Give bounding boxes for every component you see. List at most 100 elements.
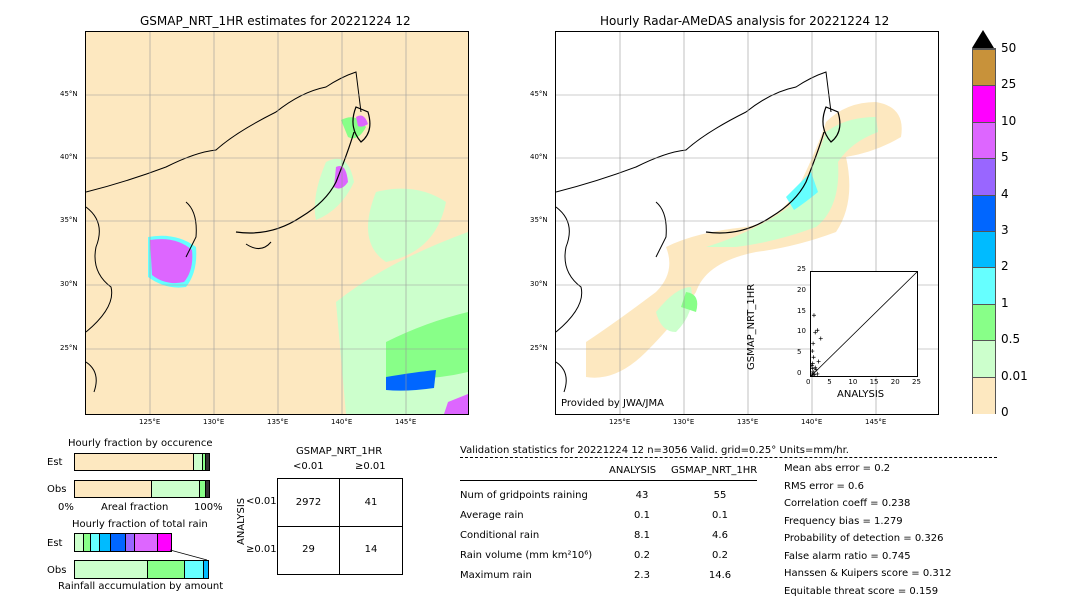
occ-x-label: Areal fraction (101, 502, 169, 513)
right-lon-label: 130°E (673, 418, 695, 426)
scatter-point (815, 371, 820, 376)
colorbar-label: 3 (1001, 223, 1009, 237)
occurrence-segment (200, 481, 207, 497)
contingency-cell: 29 (302, 544, 315, 555)
contingency-col-ge: ≥0.01 (355, 461, 386, 472)
scatter-point (811, 371, 815, 376)
occurrence-segment (206, 481, 209, 497)
validation-analysis: 2.3 (634, 570, 650, 581)
validation-header: Validation statistics for 20221224 12 n=… (460, 445, 849, 456)
right-lat-label: 45°N (530, 90, 548, 98)
contingency-cell: 14 (364, 544, 378, 555)
colorbar-segment (973, 303, 995, 342)
validation-label: Maximum rain (460, 570, 532, 581)
validation-analysis: 0.1 (634, 510, 650, 521)
colorbar-label: 0 (1001, 405, 1009, 419)
scatter-ytick: 5 (797, 348, 802, 357)
scatter-ytick: 10 (797, 327, 806, 336)
scatter-xtick: 0 (806, 378, 811, 386)
colorbar (972, 48, 996, 414)
validation-gsmap: 14.6 (708, 570, 732, 581)
left-map-drawing (86, 32, 468, 414)
colorbar-segment (973, 121, 995, 160)
colorbar-label: 50 (1001, 41, 1017, 55)
right-lat-label: 30°N (530, 280, 548, 288)
left-lon-label: 135°E (267, 418, 289, 426)
scatter-xtick: 15 (869, 378, 879, 386)
rain-label-obs: Obs (47, 565, 67, 576)
scatter-point (811, 363, 814, 368)
right-map: Provided by JWA/JMA (555, 31, 939, 415)
validation-score: Correlation coeff = 0.238 (784, 498, 911, 509)
validation-label: Rain volume (mm km²10⁶) (460, 550, 593, 561)
colorbar-label: 10 (1001, 113, 1017, 128)
scatter-xtick: 10 (848, 378, 858, 386)
validation-gsmap: 0.1 (712, 510, 728, 521)
right-lon-label: 145°E (865, 418, 887, 426)
occurrence-segment (151, 481, 201, 497)
occ-label-est: Est (47, 457, 63, 468)
left-lon-label: 125°E (139, 418, 161, 426)
credit-text: Provided by JWA/JMA (561, 398, 664, 409)
scatter-xtick: 20 (890, 378, 900, 386)
colorbar-label: 1 (1001, 295, 1009, 310)
validation-label: Average rain (460, 510, 524, 521)
left-map-title: GSMAP_NRT_1HR estimates for 20221224 12 (140, 14, 411, 28)
total-rain-bar-obs (74, 560, 209, 579)
left-lon-label: 140°E (331, 418, 353, 426)
contingency-col-lt: <0.01 (293, 461, 324, 472)
scatter-point (818, 336, 823, 341)
scatter-plot (810, 271, 918, 377)
right-lon-label: 125°E (609, 418, 631, 426)
validation-gsmap: 55 (713, 490, 727, 501)
scatter-point (814, 367, 819, 372)
occurrence-segment (193, 454, 203, 470)
scatter-point (813, 365, 818, 370)
left-lat-label: 40°N (60, 153, 78, 161)
scatter-svg (811, 272, 917, 376)
colorbar-extend-arrow (972, 30, 994, 48)
validation-score: Mean abs error = 0.2 (784, 463, 891, 474)
contingency-row-ge: ≥0.01 (246, 544, 277, 555)
occurrence-bar-est (74, 453, 210, 471)
occ-label-obs: Obs (47, 484, 67, 495)
total-rain-bar-est (74, 533, 172, 552)
validation-score: RMS error = 0.6 (784, 480, 864, 492)
colorbar-segment (973, 85, 995, 123)
colorbar-segment (973, 267, 995, 305)
rain-label-est: Est (47, 538, 63, 549)
scatter-point (811, 313, 816, 318)
left-map (85, 31, 469, 415)
validation-gsmap: 4.6 (712, 530, 728, 541)
scatter-point (811, 369, 816, 374)
validation-label: Num of gridpoints raining (460, 490, 588, 501)
validation-analysis: 8.1 (634, 530, 650, 541)
scatter-ytick: 20 (797, 285, 806, 294)
contingency-table: 2972 41 29 14 (277, 478, 403, 575)
occurrence-segment (75, 454, 194, 470)
colorbar-label: 25 (1001, 77, 1017, 92)
colorbar-label: 4 (1001, 186, 1009, 201)
left-lon-label: 145°E (395, 418, 417, 426)
left-lat-label: 30°N (60, 280, 78, 288)
validation-score: Equitable threat score = 0.159 (784, 585, 939, 597)
colorbar-segment (973, 231, 995, 269)
scatter-ytick: 0 (797, 369, 802, 377)
occurrence-bar-obs (74, 480, 210, 498)
scatter-point (811, 341, 816, 346)
scatter-point (815, 328, 820, 333)
validation-col-gsmap: GSMAP_NRT_1HR (671, 465, 758, 476)
colorbar-segment (973, 194, 995, 232)
left-lat-label: 45°N (60, 90, 78, 98)
validation-score: Hanssen & Kuipers score = 0.312 (784, 568, 952, 579)
total-rain-xlabel: Rainfall accumulation by amount (58, 581, 224, 592)
scatter-point (811, 349, 815, 354)
right-lat-label: 35°N (530, 216, 548, 224)
right-lat-label: 25°N (530, 344, 548, 352)
colorbar-label: 0.01 (1001, 368, 1028, 383)
colorbar-segment (973, 340, 995, 378)
scatter-point (811, 361, 815, 366)
scatter-point (812, 372, 817, 376)
left-lon-label: 130°E (203, 418, 225, 426)
scatter-ylabel: GSMAP_NRT_1HR (746, 283, 757, 370)
